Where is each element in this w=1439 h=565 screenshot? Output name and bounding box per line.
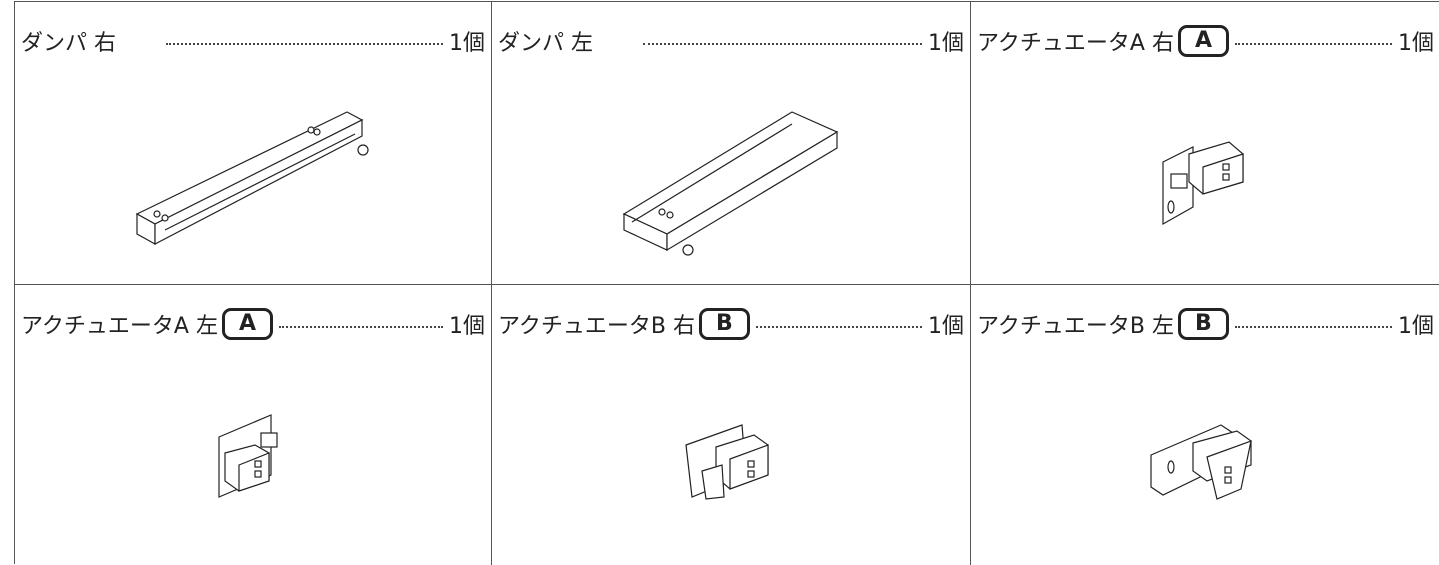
part-badge: A bbox=[221, 308, 273, 340]
part-quantity: 1個 bbox=[928, 314, 964, 339]
part-name: アクチュエータB 右 bbox=[498, 314, 695, 339]
part-quantity: 1個 bbox=[449, 314, 485, 339]
part-cell: ダンパ 右 1個 bbox=[15, 2, 492, 285]
part-cell: ダンパ 左 1個 bbox=[492, 2, 971, 285]
part-header: アクチュエータA 右 A 1個 bbox=[977, 24, 1434, 58]
illustration bbox=[218, 414, 278, 498]
leader-dots bbox=[1234, 43, 1392, 45]
illustration bbox=[135, 111, 369, 246]
leader-dots bbox=[755, 326, 922, 328]
part-name: ダンパ 右 bbox=[21, 31, 116, 56]
illustration bbox=[685, 424, 769, 500]
part-name: アクチュエータB 左 bbox=[977, 314, 1174, 339]
part-badge: B bbox=[1178, 308, 1229, 340]
part-cell: アクチュエータA 左 A 1個 bbox=[15, 285, 492, 565]
part-header: ダンパ 左 1個 bbox=[498, 24, 964, 58]
illustration bbox=[1150, 424, 1252, 500]
part-badge: A bbox=[1177, 25, 1229, 57]
part-cell: アクチュエータB 左 B 1個 bbox=[971, 285, 1439, 565]
leader-dots bbox=[643, 43, 922, 45]
illustration bbox=[1162, 141, 1244, 226]
part-header: アクチュエータB 左 B 1個 bbox=[977, 307, 1434, 341]
leader-dots bbox=[1234, 326, 1392, 328]
part-cell: アクチュエータB 右 B 1個 bbox=[492, 285, 971, 565]
part-quantity: 1個 bbox=[1398, 31, 1434, 56]
part-cell: アクチュエータA 右 A 1個 bbox=[971, 2, 1439, 285]
part-quantity: 1個 bbox=[928, 31, 964, 56]
part-quantity: 1個 bbox=[1398, 314, 1434, 339]
part-header: ダンパ 右 1個 bbox=[21, 24, 485, 58]
parts-grid: ダンパ 右 1個 ダンパ 左 1個 アクチュエータA 右 A 1個 bbox=[14, 1, 1439, 565]
part-header: アクチュエータB 右 B 1個 bbox=[498, 307, 964, 341]
part-name: ダンパ 左 bbox=[498, 31, 593, 56]
part-badge: B bbox=[699, 308, 750, 340]
part-name: アクチュエータA 左 bbox=[21, 314, 218, 339]
part-header: アクチュエータA 左 A 1個 bbox=[21, 307, 485, 341]
part-quantity: 1個 bbox=[449, 31, 485, 56]
leader-dots bbox=[278, 326, 443, 328]
leader-dots bbox=[166, 43, 443, 45]
part-name: アクチュエータA 右 bbox=[977, 31, 1174, 56]
illustration bbox=[622, 111, 839, 256]
